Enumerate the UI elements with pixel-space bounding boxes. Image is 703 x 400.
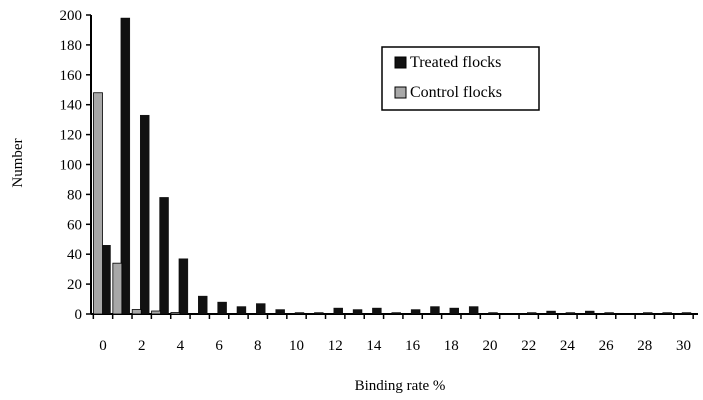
bar-treated-9 [276,310,285,314]
y-axis-title: Number [10,138,26,187]
legend: Treated flocks Control flocks [382,47,539,110]
y-tick-label: 160 [60,68,83,84]
bar-treated-24 [566,313,575,314]
x-tick-label: 24 [560,338,576,354]
x-tick-label: 4 [177,338,185,354]
y-tick-label: 140 [60,98,83,114]
y-tick-label: 200 [60,8,83,24]
x-tick-label: 0 [99,338,107,354]
y-tick-label: 120 [60,128,83,144]
bar-treated-26 [605,313,614,314]
bar-treated-7 [237,307,246,314]
bar-treated-13 [353,310,362,314]
bar-treated-2 [140,115,149,314]
bar-treated-19 [469,307,478,314]
bar-treated-14 [372,308,381,314]
legend-label-treated: Treated flocks [410,54,501,71]
x-tick-label: 10 [289,338,304,354]
legend-swatch-treated [395,57,406,68]
x-tick-label: 26 [599,338,615,354]
bar-treated-12 [334,308,343,314]
bar-treated-18 [450,308,459,314]
bar-control-1 [113,263,122,314]
y-tick-label: 80 [67,187,82,203]
legend-label-control: Control flocks [410,84,502,101]
bar-control-3 [152,311,161,314]
x-tick-label: 6 [215,338,223,354]
x-tick-label: 8 [254,338,262,354]
y-axis: 0 20 40 60 80 100 120 140 160 180 200 [60,8,92,323]
bar-treated-17 [430,307,439,314]
x-tick-label: 16 [405,338,421,354]
bar-treated-16 [411,310,420,314]
x-tick-label: 12 [328,338,343,354]
bar-treated-3 [160,197,169,314]
bar-treated-10 [295,313,304,314]
x-tick-label: 2 [138,338,146,354]
y-tick-label: 0 [75,307,83,323]
x-axis-title: Binding rate % [355,378,446,394]
bar-treated-6 [218,302,227,314]
bar-treated-23 [547,311,556,314]
bar-treated-4 [179,259,188,314]
y-tick-label: 20 [67,277,82,293]
x-tick-label: 18 [444,338,459,354]
x-axis: 0 2 4 6 8 10 12 14 16 18 20 22 24 26 28 30 [91,314,698,354]
bar-treated-8 [256,304,265,314]
bar-control-4 [171,313,180,314]
x-tick-label: 20 [483,338,498,354]
y-tick-label: 100 [60,158,83,174]
bar-treated-11 [314,313,323,314]
legend-swatch-control [395,87,406,98]
x-tick-label: 22 [521,338,536,354]
bar-control-0 [94,93,103,314]
bar-treated-5 [198,296,207,314]
bar-treated-28 [643,313,652,314]
x-tick-label: 14 [366,338,382,354]
bar-treated-22 [527,313,536,314]
y-tick-label: 40 [67,247,82,263]
bar-treated-15 [392,313,401,314]
y-tick-label: 60 [67,217,82,233]
bar-treated-20 [489,313,498,314]
bar-treated-25 [585,311,594,314]
bar-treated-30 [682,313,691,314]
y-tick-label: 180 [60,38,83,54]
x-tick-label: 28 [637,338,652,354]
bar-control-2 [132,310,141,314]
x-tick-label: 30 [676,338,691,354]
bar-treated-29 [663,313,672,314]
